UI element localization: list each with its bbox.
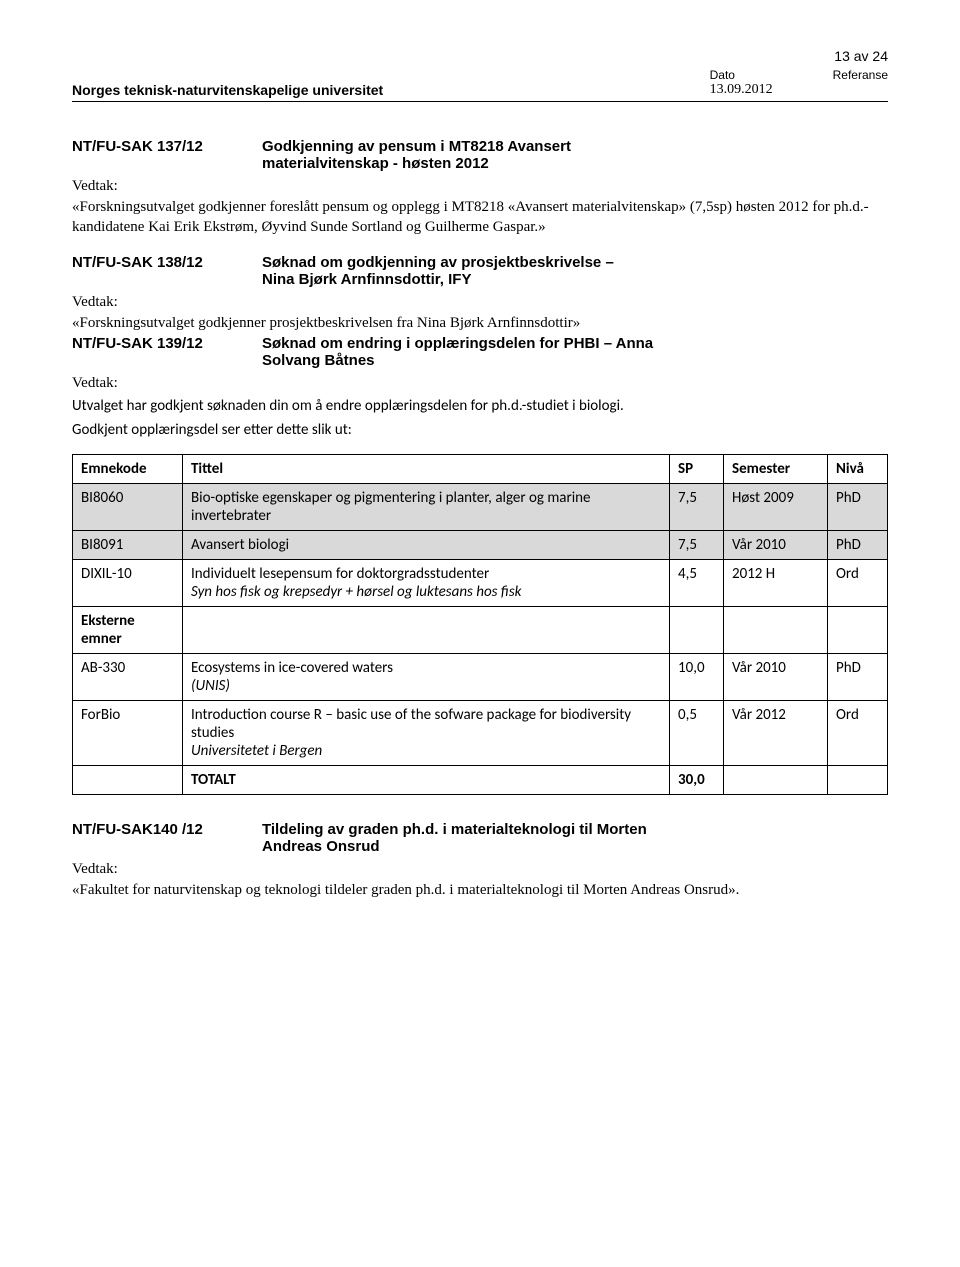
- empty-cell: [828, 766, 888, 795]
- sak-137-header: NT/FU-SAK 137/12 Godkjenning av pensum i…: [72, 138, 888, 172]
- cell-sem: Vår 2010: [724, 531, 828, 560]
- course-table: Emnekode Tittel SP Semester Nivå BI8060 …: [72, 454, 888, 795]
- cell-title-sub: Universitetet i Bergen: [191, 742, 322, 760]
- sak-title-line2: Nina Bjørk Arnfinnsdottir, IFY: [262, 271, 471, 288]
- cell-level: PhD: [828, 531, 888, 560]
- cell-title: Introduction course R – basic use of the…: [183, 701, 670, 766]
- cell-title: Ecosystems in ice-covered waters (UNIS): [183, 654, 670, 701]
- sak-id: NT/FU-SAK 137/12: [72, 138, 262, 155]
- vedtak-label: Vedtak:: [72, 178, 888, 195]
- cell-code: AB-330: [73, 654, 183, 701]
- table-total-row: TOTALT 30,0: [73, 766, 888, 795]
- cell-title-sub: Syn hos fisk og krepsedyr + hørsel og lu…: [191, 583, 522, 601]
- col-semester: Semester: [724, 455, 828, 484]
- cell-code: ForBio: [73, 701, 183, 766]
- cell-sem: Vår 2012: [724, 701, 828, 766]
- cell-sp: 7,5: [670, 484, 724, 531]
- cell-level: PhD: [828, 484, 888, 531]
- sak-title: Tildeling av graden ph.d. i materialtekn…: [262, 821, 647, 855]
- sak-id: NT/FU-SAK 139/12: [72, 335, 262, 352]
- total-value: 30,0: [670, 766, 724, 795]
- sak-title: Godkjenning av pensum i MT8218 Avansert …: [262, 138, 571, 172]
- vedtak-body: «Forskningsutvalget godkjenner prosjektb…: [72, 313, 888, 333]
- sak-title-line1: Søknad om endring i opplæringsdelen for …: [262, 335, 653, 352]
- sak-title-line2: Solvang Båtnes: [262, 352, 375, 369]
- table-row: AB-330 Ecosystems in ice-covered waters …: [73, 654, 888, 701]
- col-sp: SP: [670, 455, 724, 484]
- vedtak-label: Vedtak:: [72, 375, 888, 392]
- sak-title-line2: Andreas Onsrud: [262, 838, 380, 855]
- vedtak-body: «Fakultet for naturvitenskap og teknolog…: [72, 880, 888, 900]
- ref-label: Referanse: [833, 68, 888, 82]
- cell-title-main: Introduction course R – basic use of the…: [191, 706, 631, 742]
- empty-cell: [828, 607, 888, 654]
- vedtak-label: Vedtak:: [72, 294, 888, 311]
- vedtak-label: Vedtak:: [72, 861, 888, 878]
- cell-title: Bio-optiske egenskaper og pigmentering i…: [183, 484, 670, 531]
- cell-level: PhD: [828, 654, 888, 701]
- vedtak-body-line1: Utvalget har godkjent søknaden din om å …: [72, 396, 888, 416]
- col-tittel: Tittel: [183, 455, 670, 484]
- cell-title: Avansert biologi: [183, 531, 670, 560]
- cell-level: Ord: [828, 701, 888, 766]
- cell-sp: 7,5: [670, 531, 724, 560]
- cell-sp: 10,0: [670, 654, 724, 701]
- empty-cell: [183, 607, 670, 654]
- cell-code: DIXIL-10: [73, 560, 183, 607]
- cell-sem: 2012 H: [724, 560, 828, 607]
- cell-sem: Vår 2010: [724, 654, 828, 701]
- total-label: TOTALT: [183, 766, 670, 795]
- date-label: Dato: [710, 68, 773, 82]
- org-name: Norges teknisk-naturvitenskapelige unive…: [72, 82, 383, 98]
- empty-cell: [73, 766, 183, 795]
- sak-139-header: NT/FU-SAK 139/12 Søknad om endring i opp…: [72, 335, 888, 369]
- page-number: 13 av 24: [72, 48, 888, 64]
- col-niva: Nivå: [828, 455, 888, 484]
- sak-title-line1: Godkjenning av pensum i MT8218 Avansert: [262, 138, 571, 155]
- section-label: Eksterne emner: [73, 607, 183, 654]
- header-bar: Norges teknisk-naturvitenskapelige unive…: [72, 68, 888, 102]
- table-row: DIXIL-10 Individuelt lesepensum for dokt…: [73, 560, 888, 607]
- date-value: 13.09.2012: [710, 82, 773, 98]
- sak-title: Søknad om godkjenning av prosjektbeskriv…: [262, 254, 614, 288]
- header-date-col: Dato 13.09.2012: [710, 68, 773, 98]
- sak-title-line1: Søknad om godkjenning av prosjektbeskriv…: [262, 254, 614, 271]
- header-ref-col: Referanse: [833, 68, 888, 98]
- sak-id: NT/FU-SAK 138/12: [72, 254, 262, 271]
- header-right: Dato 13.09.2012 Referanse: [710, 68, 888, 98]
- sak-title: Søknad om endring i opplæringsdelen for …: [262, 335, 653, 369]
- page: 13 av 24 Norges teknisk-naturvitenskapel…: [0, 0, 960, 989]
- cell-sem: Høst 2009: [724, 484, 828, 531]
- empty-cell: [724, 766, 828, 795]
- cell-level: Ord: [828, 560, 888, 607]
- cell-title-main: Ecosystems in ice-covered waters: [191, 659, 393, 677]
- table-section-row: Eksterne emner: [73, 607, 888, 654]
- cell-title-sub: (UNIS): [191, 677, 230, 695]
- col-emnekode: Emnekode: [73, 455, 183, 484]
- cell-title-main: Individuelt lesepensum for doktorgradsst…: [191, 565, 489, 583]
- sak-title-line2: materialvitenskap - høsten 2012: [262, 155, 489, 172]
- ref-value: [833, 82, 888, 98]
- table-header-row: Emnekode Tittel SP Semester Nivå: [73, 455, 888, 484]
- table-row: BI8060 Bio-optiske egenskaper og pigment…: [73, 484, 888, 531]
- sak-138-header: NT/FU-SAK 138/12 Søknad om godkjenning a…: [72, 254, 888, 288]
- vedtak-body: «Forskningsutvalget godkjenner foreslått…: [72, 197, 888, 238]
- sak-140-header: NT/FU-SAK140 /12 Tildeling av graden ph.…: [72, 821, 888, 855]
- vedtak-body-line2: Godkjent opplæringsdel ser etter dette s…: [72, 420, 888, 440]
- cell-sp: 4,5: [670, 560, 724, 607]
- sak-id: NT/FU-SAK140 /12: [72, 821, 262, 838]
- table-row: BI8091 Avansert biologi 7,5 Vår 2010 PhD: [73, 531, 888, 560]
- cell-code: BI8091: [73, 531, 183, 560]
- sak-title-line1: Tildeling av graden ph.d. i materialtekn…: [262, 821, 647, 838]
- empty-cell: [724, 607, 828, 654]
- table-row: ForBio Introduction course R – basic use…: [73, 701, 888, 766]
- cell-code: BI8060: [73, 484, 183, 531]
- cell-sp: 0,5: [670, 701, 724, 766]
- empty-cell: [670, 607, 724, 654]
- cell-title: Individuelt lesepensum for doktorgradsst…: [183, 560, 670, 607]
